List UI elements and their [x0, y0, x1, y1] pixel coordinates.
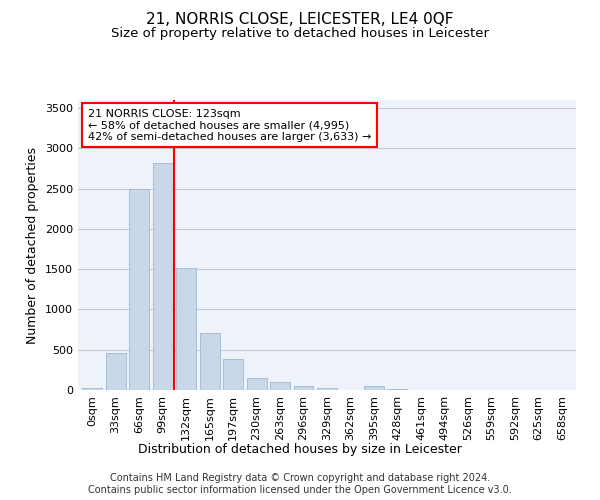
Bar [317, 388, 337, 390]
Bar [270, 382, 290, 390]
Bar [152, 163, 173, 390]
Bar [200, 333, 220, 390]
Text: Distribution of detached houses by size in Leicester: Distribution of detached houses by size … [138, 442, 462, 456]
Bar [388, 389, 407, 390]
Text: Contains HM Land Registry data © Crown copyright and database right 2024.
Contai: Contains HM Land Registry data © Crown c… [88, 474, 512, 495]
Bar [106, 353, 125, 390]
Bar [176, 268, 196, 390]
Text: 21, NORRIS CLOSE, LEICESTER, LE4 0QF: 21, NORRIS CLOSE, LEICESTER, LE4 0QF [146, 12, 454, 28]
Bar [247, 378, 266, 390]
Bar [293, 386, 313, 390]
Bar [129, 188, 149, 390]
Text: 21 NORRIS CLOSE: 123sqm
← 58% of detached houses are smaller (4,995)
42% of semi: 21 NORRIS CLOSE: 123sqm ← 58% of detache… [88, 108, 371, 142]
Bar [82, 388, 102, 390]
Bar [364, 386, 384, 390]
Text: Size of property relative to detached houses in Leicester: Size of property relative to detached ho… [111, 28, 489, 40]
Bar [223, 358, 243, 390]
Y-axis label: Number of detached properties: Number of detached properties [26, 146, 40, 344]
